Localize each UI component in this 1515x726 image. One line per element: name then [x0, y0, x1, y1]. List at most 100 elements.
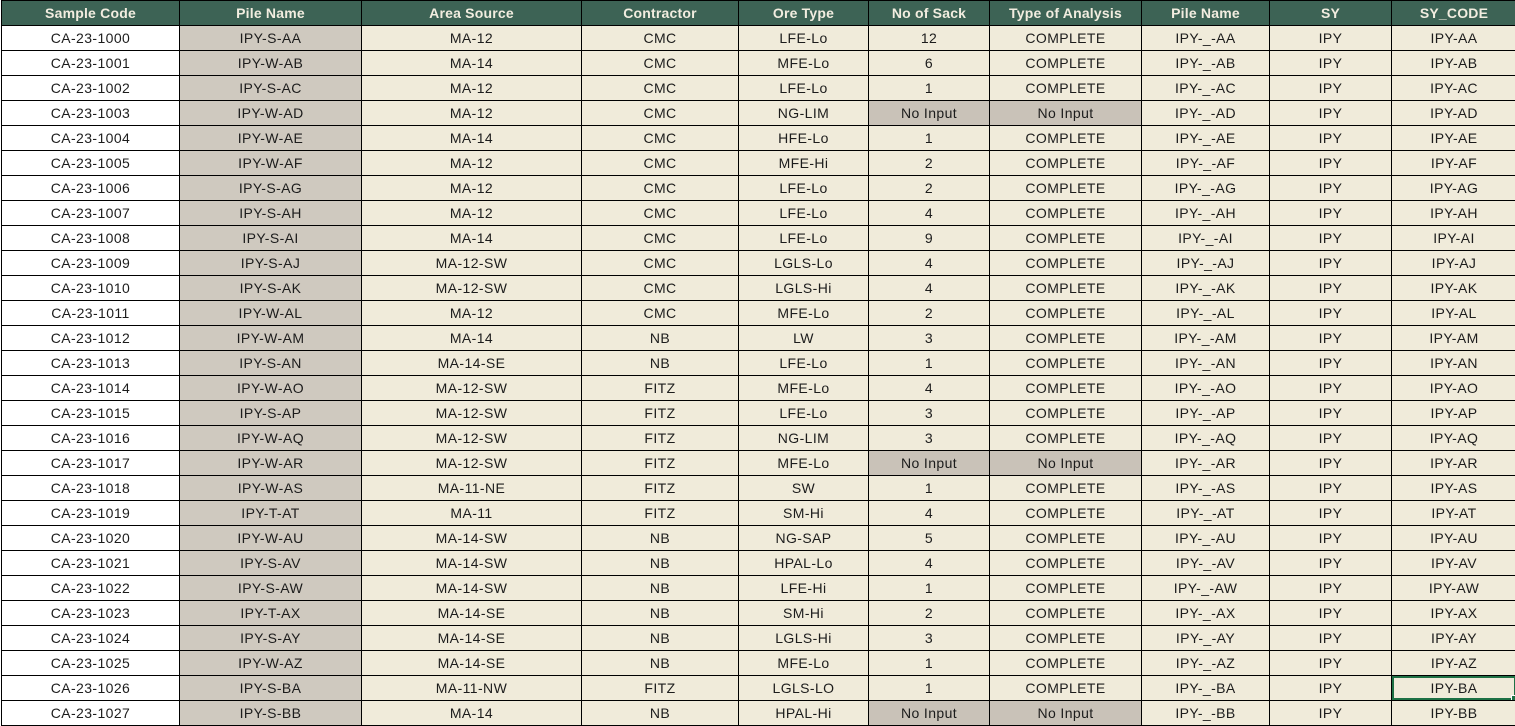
cell[interactable]: IPY-_-BA	[1142, 676, 1270, 701]
column-header-no-of-sack[interactable]: No of Sack	[869, 1, 990, 26]
cell[interactable]: IPY-_-AU	[1142, 526, 1270, 551]
cell[interactable]: 12	[869, 26, 990, 51]
cell[interactable]: CA-23-1012	[2, 326, 180, 351]
cell[interactable]: LFE-Lo	[739, 176, 869, 201]
cell[interactable]: CA-23-1019	[2, 501, 180, 526]
cell[interactable]: IPY-W-AF	[180, 151, 362, 176]
cell[interactable]: IPY-_-AE	[1142, 126, 1270, 151]
cell[interactable]: COMPLETE	[990, 326, 1142, 351]
cell[interactable]: IPY-W-AB	[180, 51, 362, 76]
cell[interactable]: CA-23-1017	[2, 451, 180, 476]
cell[interactable]: IPY	[1270, 201, 1392, 226]
cell[interactable]: MFE-Lo	[739, 301, 869, 326]
cell[interactable]: IPY-AS	[1392, 476, 1515, 501]
cell[interactable]: CA-23-1004	[2, 126, 180, 151]
cell[interactable]: FITZ	[582, 476, 739, 501]
cell[interactable]: FITZ	[582, 676, 739, 701]
cell[interactable]: CMC	[582, 26, 739, 51]
cell[interactable]: CA-23-1010	[2, 276, 180, 301]
cell[interactable]: IPY-BB	[1392, 701, 1515, 726]
cell[interactable]: COMPLETE	[990, 226, 1142, 251]
cell[interactable]: FITZ	[582, 451, 739, 476]
cell[interactable]: IPY-_-AV	[1142, 551, 1270, 576]
cell[interactable]: LW	[739, 326, 869, 351]
cell[interactable]: 1	[869, 351, 990, 376]
cell[interactable]: IPY-W-AM	[180, 326, 362, 351]
cell[interactable]: 4	[869, 251, 990, 276]
cell[interactable]: COMPLETE	[990, 151, 1142, 176]
cell[interactable]: IPY-AQ	[1392, 426, 1515, 451]
cell[interactable]: 5	[869, 526, 990, 551]
cell[interactable]: CA-23-1027	[2, 701, 180, 726]
cell[interactable]: IPY	[1270, 476, 1392, 501]
cell[interactable]: IPY-AW	[1392, 576, 1515, 601]
cell[interactable]: IPY-S-AK	[180, 276, 362, 301]
cell[interactable]: IPY	[1270, 251, 1392, 276]
cell[interactable]: IPY-W-AE	[180, 126, 362, 151]
cell[interactable]: 3	[869, 626, 990, 651]
column-header-type-of-analysis[interactable]: Type of Analysis	[990, 1, 1142, 26]
cell[interactable]: 2	[869, 151, 990, 176]
cell[interactable]: CA-23-1003	[2, 101, 180, 126]
cell[interactable]: IPY-AX	[1392, 601, 1515, 626]
cell[interactable]: NB	[582, 551, 739, 576]
cell[interactable]: 1	[869, 576, 990, 601]
cell[interactable]: IPY-_-AM	[1142, 326, 1270, 351]
cell[interactable]: CMC	[582, 126, 739, 151]
cell[interactable]: CA-23-1022	[2, 576, 180, 601]
cell[interactable]: SM-Hi	[739, 501, 869, 526]
cell[interactable]: CA-23-1000	[2, 26, 180, 51]
cell[interactable]: MA-12	[362, 26, 582, 51]
cell[interactable]: MA-11-NW	[362, 676, 582, 701]
cell[interactable]: 4	[869, 501, 990, 526]
cell[interactable]: MA-12-SW	[362, 376, 582, 401]
cell[interactable]: IPY	[1270, 226, 1392, 251]
cell[interactable]: COMPLETE	[990, 526, 1142, 551]
cell[interactable]: COMPLETE	[990, 401, 1142, 426]
cell[interactable]: CMC	[582, 51, 739, 76]
cell[interactable]: 4	[869, 551, 990, 576]
cell[interactable]: IPY-AF	[1392, 151, 1515, 176]
cell[interactable]: MA-14-SE	[362, 651, 582, 676]
cell[interactable]: CMC	[582, 251, 739, 276]
cell[interactable]: 1	[869, 476, 990, 501]
cell[interactable]: IPY-_-AX	[1142, 601, 1270, 626]
cell[interactable]: IPY	[1270, 176, 1392, 201]
cell[interactable]: IPY-_-AB	[1142, 51, 1270, 76]
cell[interactable]: IPY	[1270, 51, 1392, 76]
cell[interactable]: IPY-_-AC	[1142, 76, 1270, 101]
cell[interactable]: SW	[739, 476, 869, 501]
cell[interactable]: IPY-_-AH	[1142, 201, 1270, 226]
cell[interactable]: IPY-AG	[1392, 176, 1515, 201]
cell[interactable]: IPY	[1270, 651, 1392, 676]
cell[interactable]: CMC	[582, 151, 739, 176]
cell[interactable]: CA-23-1001	[2, 51, 180, 76]
cell[interactable]: IPY-S-AG	[180, 176, 362, 201]
cell[interactable]: IPY-_-AZ	[1142, 651, 1270, 676]
cell[interactable]: CA-23-1018	[2, 476, 180, 501]
cell[interactable]: COMPLETE	[990, 376, 1142, 401]
cell[interactable]: 4	[869, 276, 990, 301]
cell[interactable]: NB	[582, 701, 739, 726]
cell[interactable]: IPY-AB	[1392, 51, 1515, 76]
cell[interactable]: MFE-Lo	[739, 51, 869, 76]
cell[interactable]: IPY	[1270, 451, 1392, 476]
cell[interactable]: 3	[869, 326, 990, 351]
cell[interactable]: 2	[869, 301, 990, 326]
cell[interactable]: LGLS-Hi	[739, 276, 869, 301]
cell[interactable]: NB	[582, 576, 739, 601]
cell[interactable]: MA-14-SW	[362, 576, 582, 601]
cell[interactable]: MFE-Lo	[739, 376, 869, 401]
cell[interactable]: COMPLETE	[990, 476, 1142, 501]
cell[interactable]: IPY-W-AO	[180, 376, 362, 401]
cell[interactable]: COMPLETE	[990, 501, 1142, 526]
cell[interactable]: IPY-S-AC	[180, 76, 362, 101]
cell[interactable]: IPY-S-BA	[180, 676, 362, 701]
cell[interactable]: IPY-S-AA	[180, 26, 362, 51]
cell[interactable]: NB	[582, 626, 739, 651]
cell[interactable]: LFE-Lo	[739, 401, 869, 426]
cell[interactable]: No Input	[869, 701, 990, 726]
cell[interactable]: IPY	[1270, 151, 1392, 176]
cell[interactable]: 2	[869, 176, 990, 201]
cell[interactable]: LFE-Lo	[739, 76, 869, 101]
